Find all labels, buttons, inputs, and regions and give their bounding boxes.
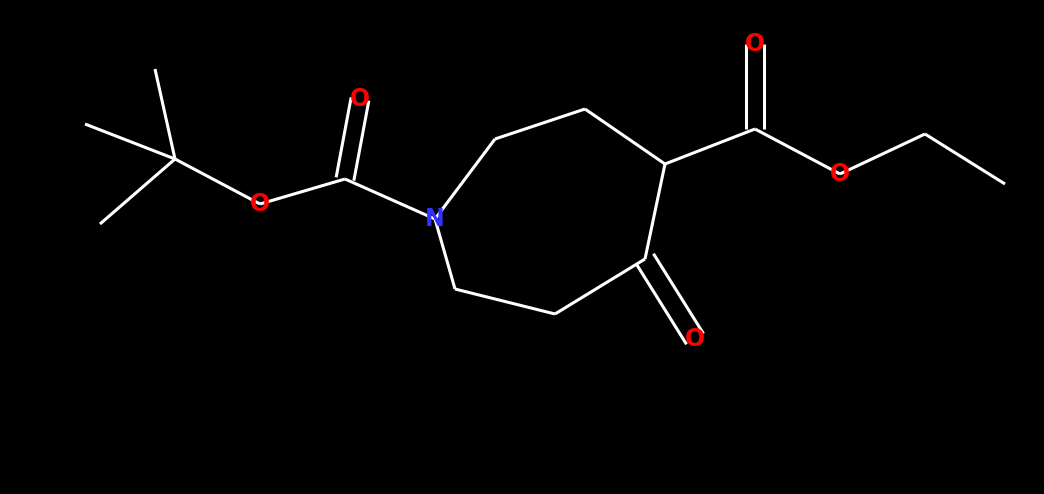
Text: O: O	[745, 32, 765, 56]
Text: N: N	[425, 207, 445, 231]
Text: O: O	[685, 327, 705, 351]
Text: O: O	[250, 192, 270, 216]
Text: O: O	[350, 87, 370, 111]
Text: O: O	[830, 162, 850, 186]
